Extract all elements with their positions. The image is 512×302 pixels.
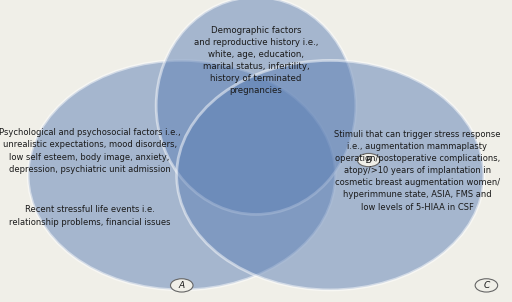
Circle shape <box>357 153 380 167</box>
Text: Psychological and psychosocial factors i.e.,
unrealistic expectations, mood diso: Psychological and psychosocial factors i… <box>0 128 180 174</box>
Ellipse shape <box>156 0 356 214</box>
Text: C: C <box>483 281 489 290</box>
Text: B: B <box>366 156 372 165</box>
Text: Demographic factors
and reproductive history i.e.,
white, age, education,
marita: Demographic factors and reproductive his… <box>194 26 318 95</box>
Text: A: A <box>179 281 185 290</box>
Text: Stimuli that can trigger stress response
i.e., augmentation mammaplasty
operatio: Stimuli that can trigger stress response… <box>334 130 501 212</box>
Ellipse shape <box>177 60 484 290</box>
Circle shape <box>170 279 193 292</box>
Circle shape <box>475 279 498 292</box>
Text: Recent stressful life events i.e.
relationship problems, financial issues: Recent stressful life events i.e. relati… <box>9 205 170 226</box>
Ellipse shape <box>28 60 335 290</box>
